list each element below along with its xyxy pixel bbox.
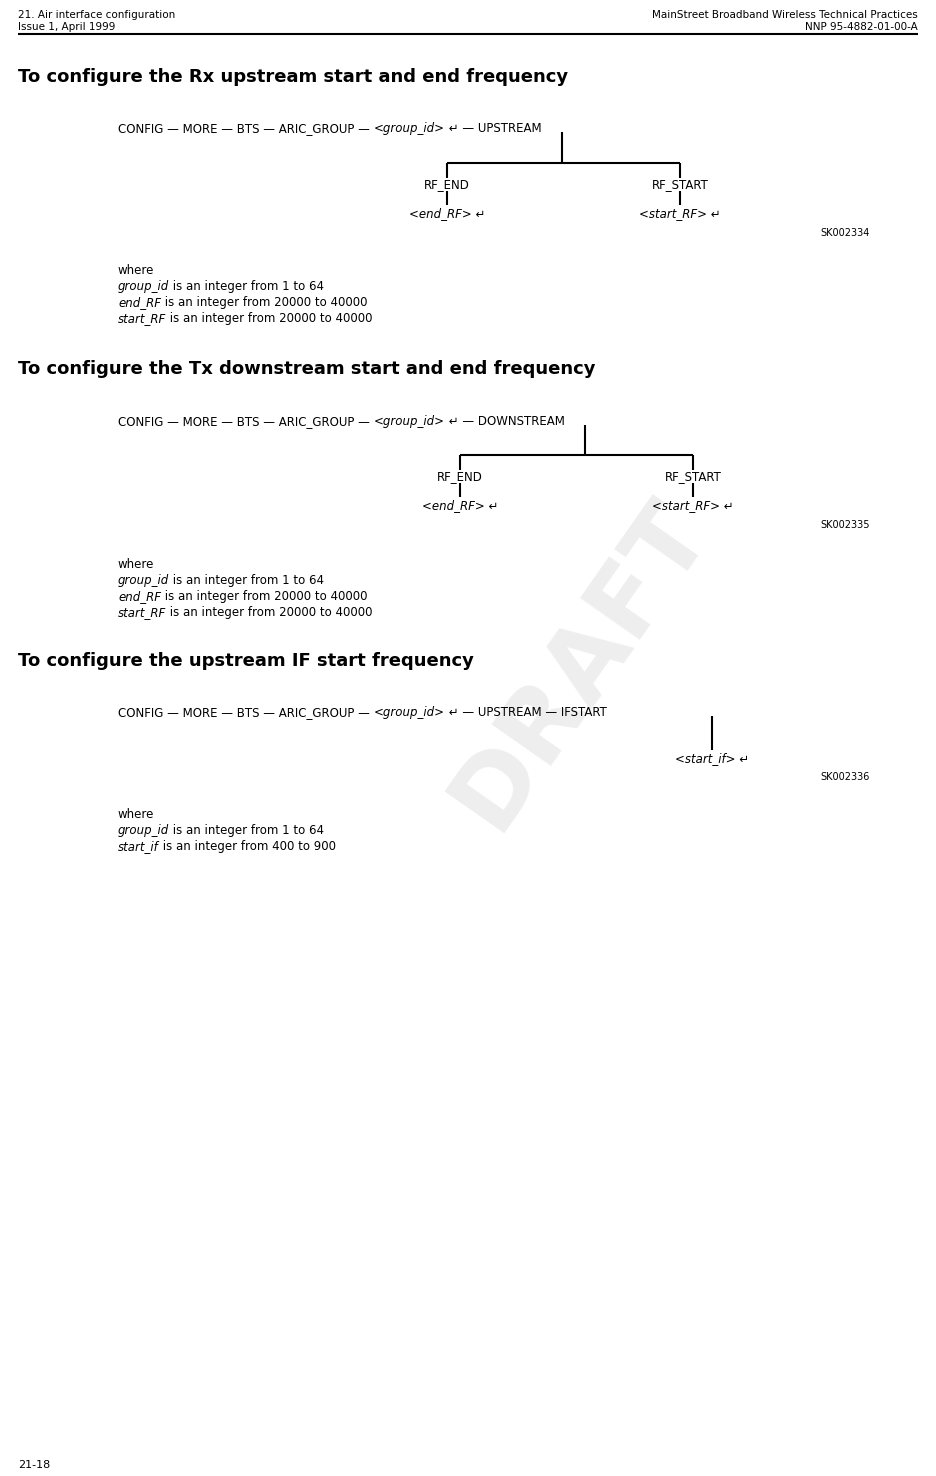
Text: DRAFT: DRAFT xyxy=(433,483,727,846)
Text: 21. Air interface configuration: 21. Air interface configuration xyxy=(18,10,175,21)
Text: where: where xyxy=(118,264,154,277)
Text: 21-18: 21-18 xyxy=(18,1460,51,1470)
Text: ↵ — UPSTREAM: ↵ — UPSTREAM xyxy=(445,123,541,134)
Text: Issue 1, April 1999: Issue 1, April 1999 xyxy=(18,22,115,32)
Text: group_id: group_id xyxy=(118,824,169,837)
Text: is an integer from 1 to 64: is an integer from 1 to 64 xyxy=(169,280,324,294)
Text: RF_START: RF_START xyxy=(651,179,709,190)
Text: <start_RF> ↵: <start_RF> ↵ xyxy=(639,207,721,220)
Text: start_RF: start_RF xyxy=(118,607,167,618)
Text: SK002334: SK002334 xyxy=(820,227,870,238)
Text: end_RF: end_RF xyxy=(118,297,161,308)
Text: group_id: group_id xyxy=(118,280,169,294)
Text: is an integer from 20000 to 40000: is an integer from 20000 to 40000 xyxy=(167,607,373,618)
Text: RF_END: RF_END xyxy=(424,179,470,190)
Text: is an integer from 400 to 900: is an integer from 400 to 900 xyxy=(159,840,336,853)
Text: <start_if> ↵: <start_if> ↵ xyxy=(675,751,749,765)
Text: To configure the upstream IF start frequency: To configure the upstream IF start frequ… xyxy=(18,652,474,670)
Text: MainStreet Broadband Wireless Technical Practices: MainStreet Broadband Wireless Technical … xyxy=(652,10,918,21)
Text: CONFIG — MORE — BTS — ARIC_GROUP —: CONFIG — MORE — BTS — ARIC_GROUP — xyxy=(118,123,373,134)
Text: start_if: start_if xyxy=(118,840,159,853)
Text: RF_END: RF_END xyxy=(437,469,483,483)
Text: is an integer from 20000 to 40000: is an integer from 20000 to 40000 xyxy=(161,297,368,308)
Text: To configure the Rx upstream start and end frequency: To configure the Rx upstream start and e… xyxy=(18,68,568,86)
Text: ↵ — DOWNSTREAM: ↵ — DOWNSTREAM xyxy=(445,415,564,428)
Text: where: where xyxy=(118,558,154,571)
Text: ↵ — UPSTREAM — IFSTART: ↵ — UPSTREAM — IFSTART xyxy=(445,706,607,719)
Text: CONFIG — MORE — BTS — ARIC_GROUP —: CONFIG — MORE — BTS — ARIC_GROUP — xyxy=(118,415,373,428)
Text: RF_START: RF_START xyxy=(665,469,722,483)
Text: <group_id>: <group_id> xyxy=(373,123,445,134)
Text: SK002335: SK002335 xyxy=(820,520,870,530)
Text: is an integer from 20000 to 40000: is an integer from 20000 to 40000 xyxy=(161,590,368,604)
Text: To configure the Tx downstream start and end frequency: To configure the Tx downstream start and… xyxy=(18,360,595,378)
Text: start_RF: start_RF xyxy=(118,311,167,325)
Text: CONFIG — MORE — BTS — ARIC_GROUP —: CONFIG — MORE — BTS — ARIC_GROUP — xyxy=(118,706,373,719)
Text: is an integer from 1 to 64: is an integer from 1 to 64 xyxy=(169,824,324,837)
Text: <end_RF> ↵: <end_RF> ↵ xyxy=(422,499,498,512)
Text: <start_RF> ↵: <start_RF> ↵ xyxy=(652,499,734,512)
Text: group_id: group_id xyxy=(118,574,169,587)
Text: where: where xyxy=(118,807,154,821)
Text: end_RF: end_RF xyxy=(118,590,161,604)
Text: is an integer from 20000 to 40000: is an integer from 20000 to 40000 xyxy=(167,311,373,325)
Text: is an integer from 1 to 64: is an integer from 1 to 64 xyxy=(169,574,324,587)
Text: <group_id>: <group_id> xyxy=(373,415,445,428)
Text: NNP 95-4882-01-00-A: NNP 95-4882-01-00-A xyxy=(805,22,918,32)
Text: <end_RF> ↵: <end_RF> ↵ xyxy=(409,207,485,220)
Text: SK002336: SK002336 xyxy=(820,772,870,782)
Text: <group_id>: <group_id> xyxy=(373,706,445,719)
